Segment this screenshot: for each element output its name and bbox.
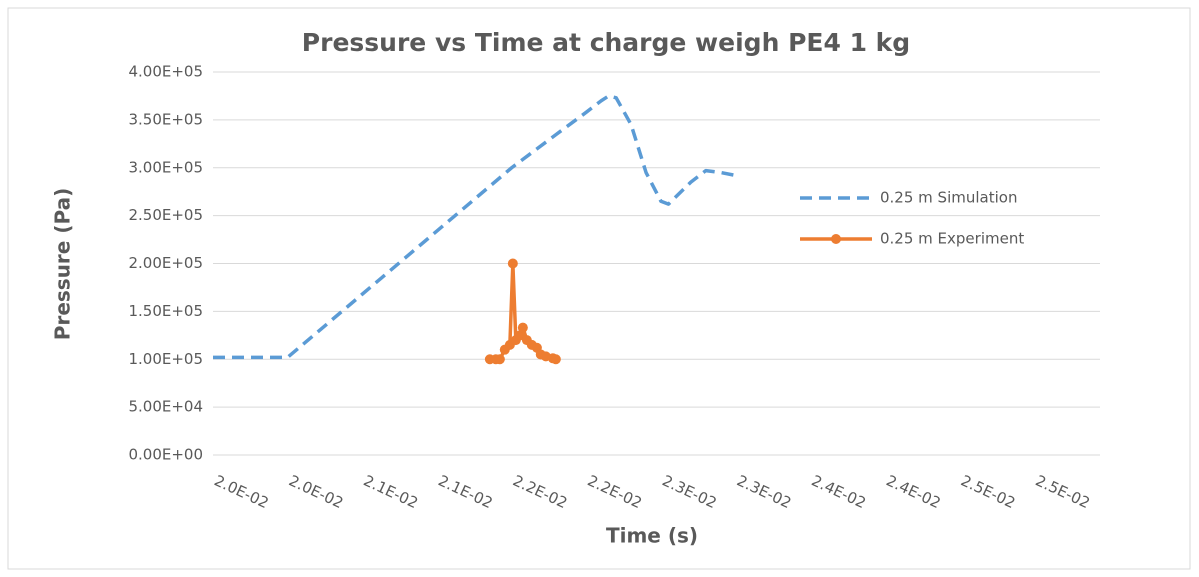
y-tick-label: 1.00E+05 [128, 350, 203, 368]
legend-label: 0.25 m Simulation [880, 189, 1017, 207]
y-tick-label: 3.50E+05 [128, 110, 203, 128]
legend-marker [831, 234, 841, 244]
data-point [517, 322, 528, 333]
y-tick-label: 2.50E+05 [128, 206, 203, 224]
data-point [494, 354, 505, 365]
y-tick-label: 1.50E+05 [128, 302, 203, 320]
y-tick-label: 0.00E+00 [128, 446, 203, 464]
legend-label: 0.25 m Experiment [880, 230, 1024, 248]
y-tick-label: 2.00E+05 [128, 254, 203, 272]
data-point [514, 330, 525, 341]
y-tick-label: 5.00E+04 [128, 398, 203, 416]
data-point [507, 258, 518, 269]
series-line [213, 94, 736, 360]
y-axis-label: Pressure (Pa) [51, 188, 75, 340]
y-tick-label: 4.00E+05 [128, 63, 203, 81]
data-point [550, 354, 561, 365]
x-axis-label: Time (s) [606, 524, 698, 548]
y-tick-label: 3.00E+05 [128, 158, 203, 176]
chart-title: Pressure vs Time at charge weigh PE4 1 k… [302, 28, 910, 57]
